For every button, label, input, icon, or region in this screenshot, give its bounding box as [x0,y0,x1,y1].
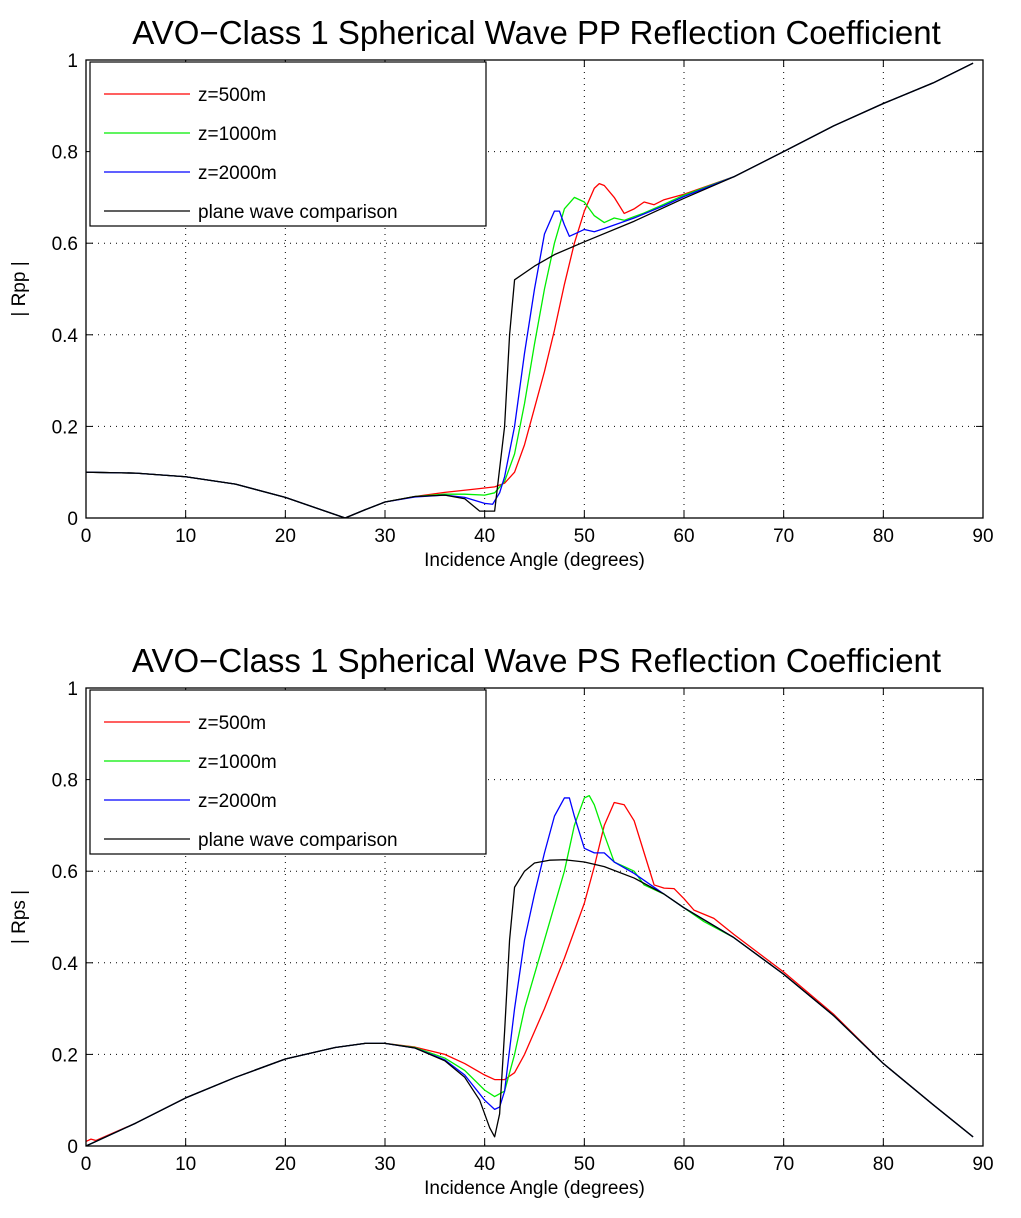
y-tick-label: 0.2 [52,1045,78,1066]
x-axis-label: Incidence Angle (degrees) [424,1178,645,1199]
y-tick-label: 0.8 [52,143,78,164]
x-tick-label: 60 [673,1154,694,1175]
chart-title: AVO−Class 1 Spherical Wave PP Reflection… [132,14,941,51]
y-axis-label: | Rpp | [9,261,30,316]
legend-entry: z=500m [198,85,266,106]
x-axis-label: Incidence Angle (degrees) [424,550,645,571]
series-line-3 [86,62,974,518]
x-tick-label: 30 [374,526,395,547]
y-tick-label: 0.4 [52,326,79,347]
y-tick-label: 0 [67,509,78,530]
x-tick-label: 70 [773,526,794,547]
x-tick-label: 70 [773,1154,794,1175]
y-tick-label: 1 [67,679,78,700]
x-tick-label: 50 [574,526,595,547]
x-tick-label: 40 [474,1154,495,1175]
legend-box [89,61,487,227]
series-line-2 [86,62,974,518]
x-tick-label: 20 [275,526,296,547]
x-tick-label: 20 [275,1154,296,1175]
axes-frame [85,687,984,1147]
y-tick-label: 1 [67,51,78,72]
y-tick-label: 0.6 [52,234,78,255]
series-line-4 [86,62,974,518]
legend-entry: z=1000m [198,124,277,145]
legend-entry: plane wave comparison [198,202,398,223]
x-tick-label: 10 [175,1154,196,1175]
y-tick-label: 0.6 [52,862,78,883]
legend-entry: z=2000m [198,791,277,812]
x-tick-label: 60 [673,526,694,547]
y-axis-label: | Rps | [9,890,30,944]
y-tick-label: 0.8 [52,771,78,792]
x-tick-label: 50 [574,1154,595,1175]
x-tick-label: 30 [374,1154,395,1175]
chart-title: AVO−Class 1 Spherical Wave PS Reflection… [132,642,941,679]
legend-entry: z=2000m [198,163,277,184]
legend-entry: z=1000m [198,752,277,773]
legend: z=500m z=1000m z=2000m plane wave compariso… [89,689,487,855]
x-tick-label: 10 [175,526,196,547]
legend-entry: z=500m [198,713,266,734]
legend-entry: plane wave comparison [198,830,398,851]
x-tick-label: 90 [972,526,993,547]
x-tick-label: 0 [81,1154,92,1175]
x-tick-label: 0 [81,526,92,547]
y-tick-label: 0.4 [52,954,79,975]
y-tick-label: 0.2 [52,417,78,438]
y-tick-label: 0 [67,1137,78,1158]
x-tick-label: 90 [972,1154,993,1175]
chart-panel-2: AVO−Class 1 Spherical Wave PS Reflection… [9,642,994,1199]
x-tick-label: 40 [474,526,495,547]
legend-box [89,689,487,855]
legend: z=500m z=1000m z=2000m plane wave compariso… [89,61,487,227]
x-tick-label: 80 [873,1154,894,1175]
x-tick-label: 80 [873,526,894,547]
axes-frame [85,59,984,519]
chart-panel-1: AVO−Class 1 Spherical Wave PP Reflection… [9,14,994,571]
series-line-4 [86,859,974,1146]
